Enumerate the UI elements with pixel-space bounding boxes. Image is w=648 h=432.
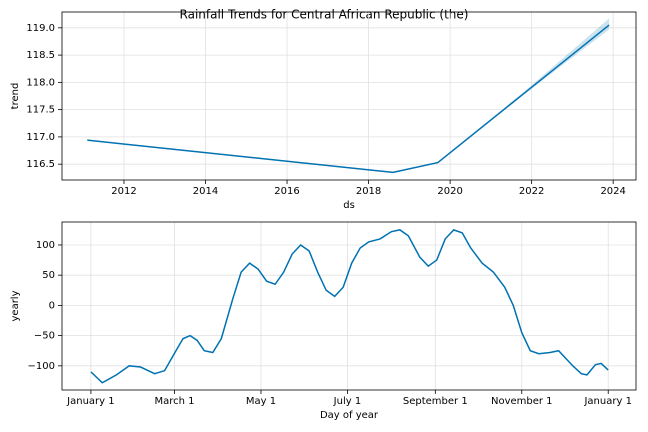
y-tick-label: 118.0 <box>26 77 55 88</box>
x-tick-label: 2020 <box>437 186 462 197</box>
y-tick-label: 118.5 <box>26 50 55 61</box>
y-tick-label: 119.0 <box>26 23 55 34</box>
x-tick-label: July 1 <box>333 396 362 407</box>
y-axis-label: trend <box>10 83 21 110</box>
y-axis-label: yearly <box>10 290 21 321</box>
y-tick-label: 50 <box>42 270 55 281</box>
y-tick-label: 0 <box>49 300 55 311</box>
trend-line <box>90 228 609 384</box>
x-tick-label: 2024 <box>600 186 625 197</box>
y-tick-label: 116.5 <box>26 159 55 170</box>
trend-line <box>87 24 610 174</box>
y-tick-label: 100 <box>36 240 55 251</box>
x-tick-label: March 1 <box>155 396 195 407</box>
plot-frame <box>61 221 637 391</box>
x-tick-label: 2016 <box>274 186 299 197</box>
y-tick-label: −50 <box>34 331 55 342</box>
x-axis-label: Day of year <box>320 410 379 421</box>
x-tick-label: January 1 <box>66 396 114 407</box>
x-tick-label: January 1 <box>583 396 631 407</box>
x-tick-label: 2018 <box>356 186 381 197</box>
y-tick-label: 117.5 <box>26 105 55 116</box>
x-tick-label: 2022 <box>519 186 544 197</box>
plot-frame <box>61 11 637 181</box>
y-tick-label: 117.0 <box>26 132 55 143</box>
x-axis-label: ds <box>343 200 355 211</box>
x-tick-label: May 1 <box>246 396 276 407</box>
chart-title: Rainfall Trends for Central African Repu… <box>180 8 469 22</box>
x-tick-label: November 1 <box>491 396 553 407</box>
x-tick-label: 2012 <box>111 186 136 197</box>
y-tick-label: −100 <box>28 361 55 372</box>
x-tick-label: September 1 <box>403 396 468 407</box>
x-tick-label: 2014 <box>193 186 218 197</box>
uncertainty-band <box>87 18 610 173</box>
